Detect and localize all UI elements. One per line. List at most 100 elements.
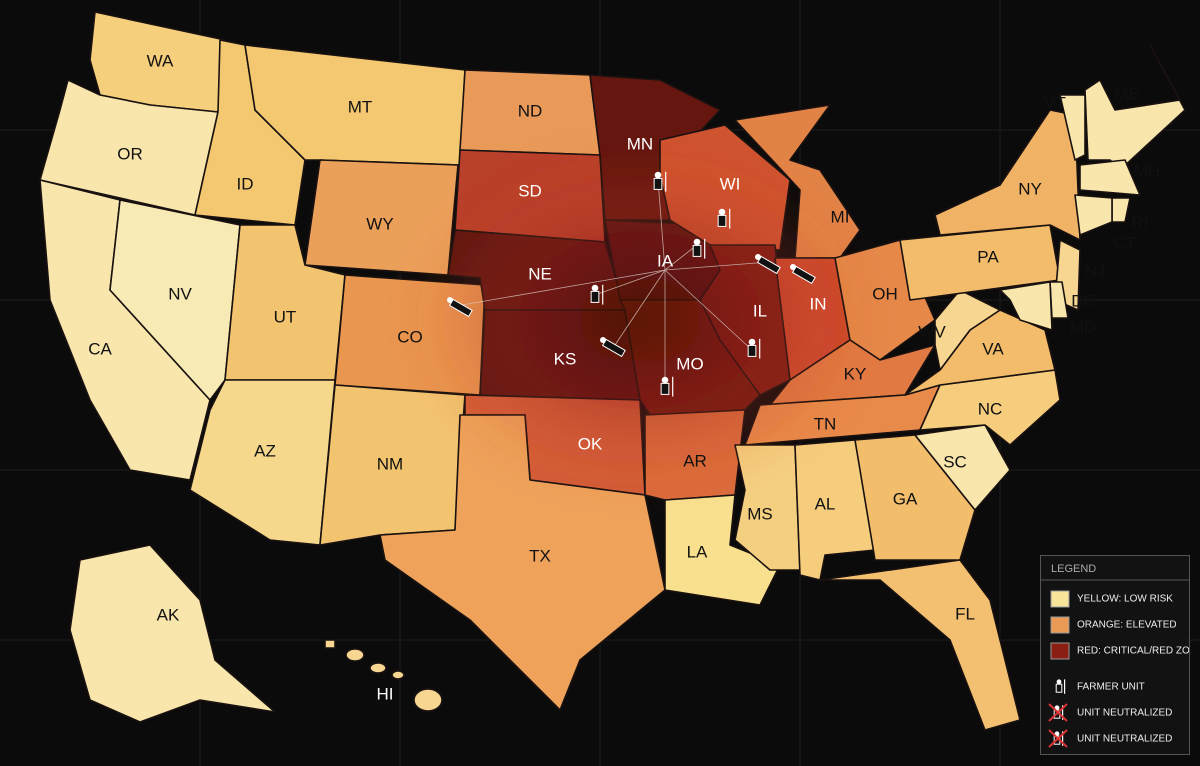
state-label: SD bbox=[518, 181, 542, 200]
state-label: TX bbox=[529, 546, 551, 565]
fallen-head bbox=[790, 264, 796, 270]
state-shape bbox=[69, 544, 276, 723]
state-label: VA bbox=[982, 339, 1004, 358]
farmer-head bbox=[661, 376, 669, 384]
state-label: AZ bbox=[254, 441, 276, 460]
state-label: NJ bbox=[1085, 261, 1106, 280]
state-label: AR bbox=[683, 451, 707, 470]
state-label: NC bbox=[978, 399, 1003, 418]
red-zone-glow bbox=[410, 150, 870, 490]
state-label: WY bbox=[366, 214, 393, 233]
state-label: WI bbox=[720, 174, 741, 193]
state-label: VT bbox=[1044, 93, 1066, 112]
state-label: NE bbox=[528, 264, 552, 283]
state-label: OR bbox=[117, 144, 143, 163]
island bbox=[345, 648, 365, 662]
farmer-body bbox=[660, 382, 670, 395]
legend-label: ORANGE: ELEVATED bbox=[1077, 620, 1177, 631]
state-shape bbox=[914, 424, 1011, 511]
state-label: NV bbox=[168, 284, 192, 303]
state-shape bbox=[379, 414, 666, 711]
state-label: IL bbox=[753, 301, 767, 320]
state-label: MH bbox=[1134, 161, 1160, 180]
state-label: MO bbox=[676, 354, 703, 373]
legend-label: UNIT NEUTRALIZED bbox=[1077, 708, 1172, 719]
farmer-body bbox=[692, 244, 702, 257]
state-shape bbox=[1084, 44, 1186, 171]
state-shape bbox=[854, 434, 976, 561]
state-label: OH bbox=[872, 284, 898, 303]
legend-swatch bbox=[1050, 616, 1070, 634]
island bbox=[391, 670, 405, 680]
legend-label: FARMER UNIT bbox=[1077, 682, 1145, 693]
state-label: NM bbox=[377, 454, 403, 473]
state-label: ID bbox=[237, 174, 254, 193]
farmer-head bbox=[1054, 731, 1060, 737]
farmer-head bbox=[693, 238, 701, 246]
state-shape bbox=[819, 559, 1021, 731]
state-label: UT bbox=[274, 307, 297, 326]
state-shape bbox=[934, 289, 1001, 371]
farmer-head bbox=[591, 284, 599, 292]
state-shape bbox=[189, 379, 336, 546]
farmer-body bbox=[1055, 683, 1063, 693]
state-label: CA bbox=[88, 339, 112, 358]
state-shape bbox=[999, 281, 1053, 331]
state-label: NY bbox=[1018, 179, 1042, 198]
state-label: IA bbox=[657, 251, 674, 270]
legend-label: RED: CRITICAL/RED ZONE bbox=[1077, 646, 1189, 657]
legend-label: UNIT NEUTRALIZED bbox=[1077, 734, 1172, 745]
state-label: WV bbox=[918, 322, 946, 341]
island bbox=[369, 662, 387, 674]
fallen-head bbox=[447, 297, 453, 303]
farmer-body bbox=[590, 290, 600, 303]
state-label: ND bbox=[518, 101, 543, 120]
farmer-head bbox=[1054, 705, 1060, 711]
state-label: LA bbox=[687, 542, 708, 561]
state-label: MN bbox=[627, 134, 653, 153]
state-shape bbox=[1059, 94, 1086, 161]
legend-swatch bbox=[1050, 642, 1070, 660]
legend-title: LEGEND bbox=[1051, 563, 1096, 575]
state-label: MD bbox=[1070, 317, 1096, 336]
farmer-head bbox=[718, 208, 726, 216]
state-label: KS bbox=[554, 349, 577, 368]
legend: LEGEND YELLOW: LOW RISK ORANGE: ELEVATED R… bbox=[1040, 555, 1200, 755]
state-label: RI bbox=[1132, 213, 1149, 232]
state-label: CO bbox=[397, 327, 423, 346]
state-shape bbox=[1111, 197, 1131, 223]
state-label: OK bbox=[578, 434, 603, 453]
unit-links bbox=[461, 179, 771, 385]
state-label: CT bbox=[1114, 233, 1137, 252]
state-label: KY bbox=[844, 364, 867, 383]
state-label: MT bbox=[348, 97, 373, 116]
legend-cross bbox=[1048, 729, 1068, 748]
state-shape bbox=[324, 639, 336, 649]
state-shape bbox=[1074, 194, 1113, 236]
state-label: HI bbox=[377, 684, 394, 703]
state-label: MI bbox=[831, 207, 850, 226]
farmer-head bbox=[748, 338, 756, 346]
legend-label: YELLOW: LOW RISK bbox=[1077, 594, 1173, 605]
state-shape bbox=[109, 199, 241, 401]
state-label: WA bbox=[147, 51, 174, 70]
state-label: TN bbox=[814, 414, 837, 433]
fallen-head bbox=[600, 337, 606, 343]
state-label: MS bbox=[747, 504, 773, 523]
state-label: GA bbox=[893, 489, 918, 508]
state-label: ME bbox=[1114, 84, 1140, 103]
island bbox=[413, 688, 443, 712]
legend-swatch bbox=[1050, 590, 1070, 608]
farmer-head bbox=[654, 171, 662, 179]
legend-cross bbox=[1048, 703, 1068, 722]
farmer-body bbox=[717, 214, 727, 227]
fallen-head bbox=[755, 254, 761, 260]
state-label: PA bbox=[977, 247, 999, 266]
state-label: IN bbox=[810, 294, 827, 313]
farmer-head bbox=[1056, 679, 1062, 685]
legend-body: LEGEND YELLOW: LOW RISK ORANGE: ELEVATED R… bbox=[1041, 563, 1200, 748]
state-label: AL bbox=[815, 494, 836, 513]
state-label: AK bbox=[157, 605, 180, 624]
